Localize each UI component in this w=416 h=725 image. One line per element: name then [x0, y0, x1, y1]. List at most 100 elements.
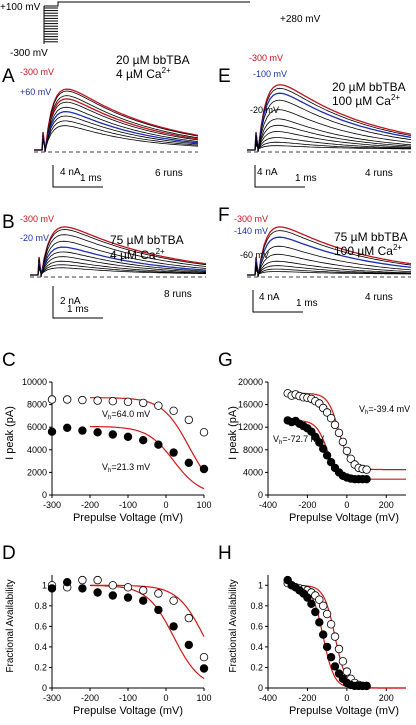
panel-letter-E: E — [218, 66, 231, 87]
current-trace — [34, 101, 199, 152]
y-tick-label: 1 — [42, 580, 47, 590]
current-trace — [30, 251, 207, 276]
y-tick-label: 0.4 — [250, 642, 263, 652]
data-point-open — [199, 428, 209, 437]
protocol-tail-label: +280 mV — [280, 14, 321, 25]
chart-C-vh-filled-v: V — [102, 462, 108, 472]
panel-F-scale-y: 4 nA — [259, 292, 280, 303]
current-trace — [30, 226, 207, 278]
current-trace — [30, 240, 207, 277]
panel-letter-H: H — [218, 543, 232, 564]
panel-A-red-voltage: -300 mV — [20, 67, 54, 77]
current-trace — [30, 234, 207, 277]
traces-panel-B — [30, 226, 207, 278]
chart-C-vh-open: Vh=64.0 mV — [102, 409, 150, 421]
data-point-open — [184, 613, 193, 623]
current-trace — [247, 245, 412, 277]
panel-F-runs: 4 runs — [365, 292, 393, 303]
fit-curve — [89, 425, 205, 490]
panel-F-scale-x: 1 ms — [296, 298, 318, 309]
panel-letter-C: C — [2, 350, 16, 371]
panel-B-red-voltage: -300 mV — [20, 214, 54, 224]
data-point-filled — [154, 440, 163, 449]
panel-F-blue-voltage: -140 mV — [234, 226, 268, 236]
chart-C-vh-open-val: =64.0 mV — [111, 409, 150, 419]
protocol-hold-label: +100 mV — [0, 2, 41, 13]
current-trace — [247, 131, 412, 151]
panel-E-scale-bar — [254, 165, 305, 188]
data-point-filled — [199, 464, 209, 474]
current-trace — [30, 260, 207, 277]
y-tick-label: 20000 — [238, 377, 263, 387]
y-tick-label: 0.4 — [34, 642, 47, 652]
data-point-open — [169, 406, 178, 415]
panel-F-condition-2-sup: 2+ — [393, 243, 402, 252]
current-trace — [247, 253, 412, 276]
x-tick-label: 0 — [163, 693, 168, 703]
panel-A-scale-bar — [52, 165, 103, 188]
current-trace — [247, 124, 412, 151]
panel-E-condition-2-sup: 2+ — [391, 93, 400, 102]
data-point-filled — [315, 618, 324, 627]
current-trace — [30, 267, 207, 276]
panel-E-condition-2-base: 100 µM Ca — [332, 94, 391, 108]
x-tick-label: 0 — [163, 500, 168, 510]
y-tick-label: 0.2 — [34, 662, 47, 672]
panel-letter-B: B — [2, 212, 15, 233]
current-trace — [247, 236, 412, 277]
data-point-filled — [93, 588, 102, 597]
data-point-open — [154, 401, 163, 410]
data-point-filled — [123, 593, 133, 602]
chart-G-xlabel: Prepulse Voltage (mV) — [289, 512, 399, 524]
fit-curve — [90, 584, 205, 637]
current-trace — [30, 246, 207, 276]
data-point-open — [108, 581, 117, 590]
data-point-open — [93, 575, 102, 585]
current-trace — [247, 118, 412, 151]
data-point-open — [93, 396, 102, 405]
y-tick-label: 16000 — [238, 400, 263, 410]
x-tick-label: -100 — [119, 693, 137, 703]
traces-panel-E — [247, 84, 412, 153]
chart-H: 0 0.2 0.4 0.6 0.8 1 -400 -200 0 200 — [250, 575, 406, 703]
panel-F-condition-2: 100 µM Ca2+ — [334, 243, 402, 258]
panel-F-condition-2-base: 100 µM Ca — [334, 244, 393, 258]
y-tick-label: 4000 — [27, 445, 47, 455]
y-tick-label: 0.6 — [34, 621, 47, 631]
data-point-open — [154, 589, 163, 598]
data-point-open — [346, 454, 355, 463]
current-trace — [247, 137, 412, 152]
data-point-filled — [315, 438, 324, 447]
y-tick-label: 6000 — [27, 422, 47, 432]
chart-G-vh-filled-v: V — [273, 434, 279, 444]
current-trace — [247, 144, 411, 151]
data-point-open — [138, 586, 148, 595]
data-point-filled — [78, 426, 87, 435]
current-trace — [34, 95, 199, 152]
panel-F-red-voltage: -300 mV — [234, 214, 268, 224]
y-tick-label: 0 — [258, 683, 263, 693]
data-point-filled — [319, 444, 328, 453]
data-point-open — [78, 575, 87, 585]
current-trace — [30, 264, 207, 276]
chart-G-vh-open-sub: h — [365, 410, 368, 416]
data-point-open — [334, 644, 344, 654]
current-trace — [247, 265, 412, 276]
chart-C-ylabel: I peak (pA) — [4, 406, 16, 460]
traces-panel-F — [247, 226, 412, 278]
current-trace — [247, 92, 412, 152]
panel-B-condition-2: 4 µM Ca2+ — [110, 247, 165, 262]
chart-C: 0 2000 4000 6000 8000 10000 -300 -200 -100 0 100 — [22, 377, 212, 510]
data-point-filled — [123, 432, 133, 441]
current-trace — [34, 115, 199, 151]
protocol-hold-line — [44, 1, 250, 7]
x-tick-label: -300 — [43, 693, 61, 703]
data-point-filled — [108, 591, 117, 600]
voltage-protocol — [43, 1, 250, 44]
chart-G: 0 4000 8000 12000 16000 20000 -400 -200 0 200 — [238, 377, 406, 510]
panel-F-scale-bar — [252, 290, 303, 313]
chart-C-vh-open-sub: h — [108, 415, 111, 421]
y-tick-label: 0.6 — [250, 621, 263, 631]
panel-A-scale-y: 4 nA — [60, 167, 81, 178]
